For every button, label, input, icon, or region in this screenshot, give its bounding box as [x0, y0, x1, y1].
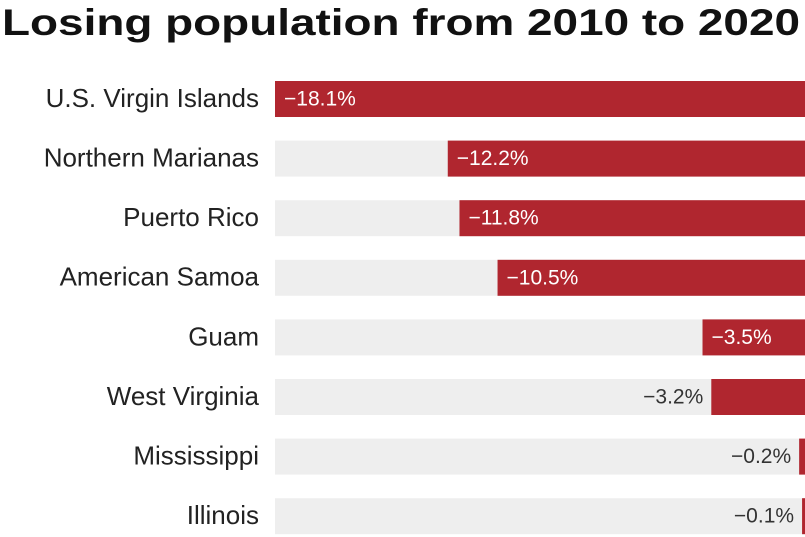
bar [799, 438, 805, 475]
chart-title: Losing population from 2010 to 2020 [2, 2, 800, 43]
bar [459, 200, 805, 237]
category-label: West Virginia [107, 381, 260, 411]
bar [275, 81, 805, 117]
value-label: −0.2% [731, 445, 791, 468]
category-label: Illinois [187, 500, 259, 530]
value-label: −3.2% [643, 386, 703, 409]
bar-track [275, 498, 805, 535]
value-label: −0.1% [734, 505, 794, 528]
value-label: −11.8% [468, 207, 538, 230]
bar [711, 379, 805, 415]
category-label: U.S. Virgin Islands [46, 83, 259, 113]
bar [802, 498, 805, 535]
category-label: Mississippi [133, 440, 259, 470]
category-label: American Samoa [60, 262, 260, 292]
value-label: −3.5% [712, 326, 772, 349]
value-label: −18.1% [284, 88, 356, 111]
bar [702, 319, 805, 356]
category-label: Puerto Rico [123, 202, 259, 232]
bar [497, 259, 805, 296]
value-label: −10.5% [507, 266, 579, 289]
category-label: Northern Marianas [44, 142, 259, 172]
bar-track [275, 438, 805, 475]
value-label: −12.2% [457, 147, 529, 170]
bar [447, 140, 805, 177]
category-label: Guam [188, 321, 259, 351]
